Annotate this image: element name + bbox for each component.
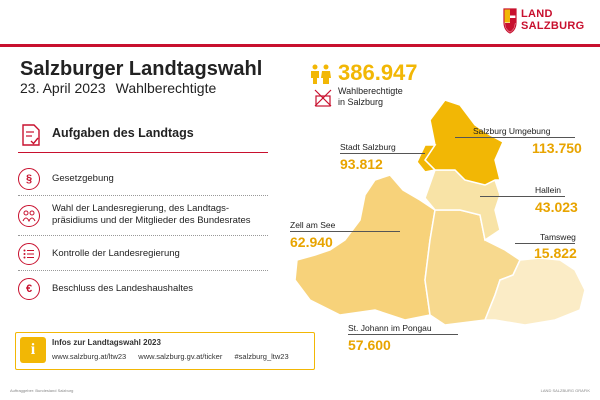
value-zell-am-see: 62.940: [290, 234, 333, 250]
euro-icon: €: [18, 278, 40, 300]
link-hashtag[interactable]: #salzburg_ltw23: [234, 352, 289, 361]
paragraph-icon: §: [18, 168, 40, 190]
total-label: Wahlberechtigte in Salzburg: [338, 86, 403, 108]
value-st-johann: 57.600: [348, 337, 391, 353]
label-salzburg-umgebung: Salzburg Umgebung: [473, 126, 551, 136]
footer-left: Auftraggeber: Bundesland Salzburg: [10, 388, 74, 393]
footer-right: LAND SALZBURG GRAFIK: [540, 388, 590, 393]
tasks-heading: Aufgaben des Landtags: [52, 126, 194, 140]
label-st-johann: St. Johann im Pongau: [348, 323, 432, 333]
divider: [18, 270, 268, 271]
leader-hallein: [480, 196, 565, 197]
page-subtitle: 23. April 2023 Wahlberechtigte: [20, 80, 216, 96]
total-voters: 386.947: [338, 60, 418, 85]
label-tamsweg: Tamsweg: [540, 232, 576, 242]
list-icon: [18, 243, 40, 265]
tasks-panel: Aufgaben des Landtags § Gesetzgebung Wah…: [10, 118, 268, 306]
value-tamsweg: 15.822: [534, 245, 577, 261]
info-title: Infos zur Landtagswahl 2023: [52, 338, 161, 347]
tasks-heading-rule: [18, 152, 268, 153]
task-label: Beschluss des Landeshaushaltes: [52, 283, 194, 294]
leader-stadt-salzburg: [340, 153, 425, 154]
ballot-box-icon: [314, 89, 332, 107]
salzburg-district-map: [294, 99, 586, 326]
label-zell-am-see: Zell am See: [290, 220, 336, 230]
header-rule: [0, 44, 600, 47]
subtitle-topic: Wahlberechtigte: [115, 80, 217, 96]
info-box: i Infos zur Landtagswahl 2023 www.salzbu…: [15, 332, 315, 370]
election-date: 23. April 2023: [20, 80, 106, 96]
leader-tamsweg: [515, 243, 575, 244]
value-hallein: 43.023: [535, 199, 578, 215]
label-stadt-salzburg: Stadt Salzburg: [340, 142, 396, 152]
task-label: Kontrolle der Landesregierung: [52, 248, 180, 259]
total-label-line-2: in Salzburg: [338, 97, 384, 107]
leader-st-johann: [348, 334, 458, 335]
task-label: Gesetzgebung: [52, 173, 114, 184]
people-vote-icon: [18, 205, 40, 227]
district-zell-am-see: [294, 174, 436, 321]
district-stadt-salzburg: [416, 144, 437, 173]
link-ltw23[interactable]: www.salzburg.at/ltw23: [52, 352, 127, 361]
value-stadt-salzburg: 93.812: [340, 156, 383, 172]
logo-line-1: LAND: [521, 8, 553, 20]
district-tamsweg: [483, 257, 586, 326]
divider: [18, 195, 268, 196]
coat-of-arms-icon: [503, 8, 517, 34]
divider: [18, 235, 268, 236]
label-hallein: Hallein: [535, 185, 561, 195]
land-salzburg-logo[interactable]: LAND SALZBURG: [503, 8, 595, 38]
total-label-line-1: Wahlberechtigte: [338, 86, 403, 96]
info-links: www.salzburg.at/ltw23 www.salzburg.gv.at…: [52, 352, 299, 361]
page-title: Salzburger Landtagswahl: [20, 58, 263, 80]
leader-salzburg-umgebung: [455, 137, 575, 138]
logo-line-2: SALZBURG: [521, 20, 585, 32]
document-check-icon: [22, 124, 40, 146]
link-ticker[interactable]: www.salzburg.gv.at/ticker: [138, 352, 223, 361]
leader-zell-am-see: [290, 231, 400, 232]
value-salzburg-umgebung: 113.750: [532, 140, 582, 156]
info-icon: i: [20, 337, 46, 363]
task-label: Wahl der Landesregierung, des Landtags- …: [52, 203, 251, 226]
people-icon: [311, 64, 331, 84]
